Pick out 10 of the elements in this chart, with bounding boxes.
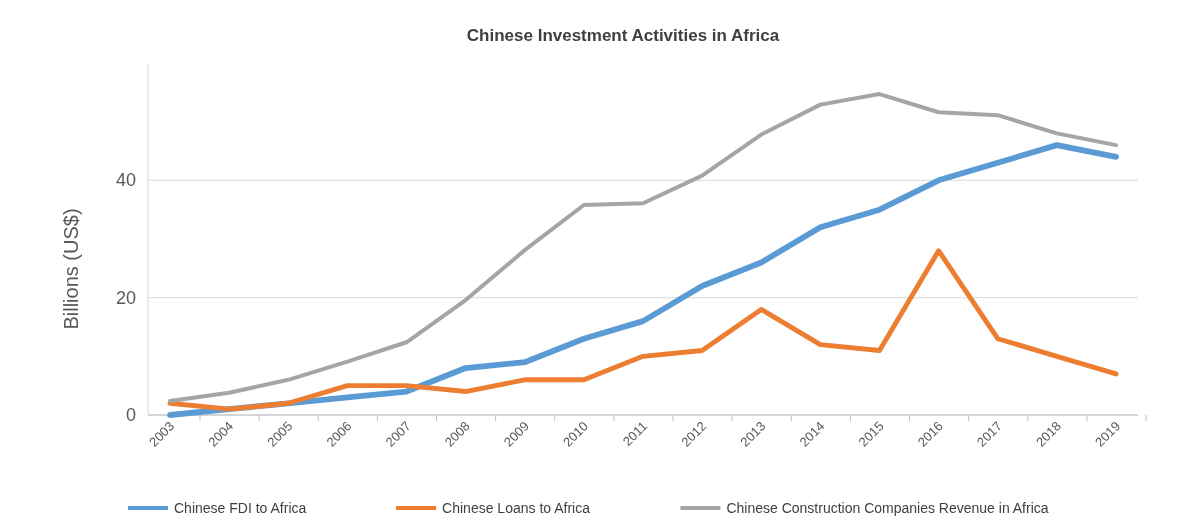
legend-label: Chinese Loans to Africa: [442, 500, 591, 516]
chart-title: Chinese Investment Activities in Africa: [466, 26, 780, 45]
y-axis-title: Billions (US$): [60, 208, 82, 330]
y-tick-label: 0: [125, 405, 136, 425]
y-tick-label: 40: [115, 170, 136, 191]
y-tick-label: 20: [115, 287, 136, 308]
legend-label: Chinese FDI to Africa: [174, 500, 307, 516]
line-series: [167, 248, 1119, 412]
line-series: [168, 92, 1118, 403]
legend-label: Chinese Construction Companies Revenue in Africa: [726, 500, 1049, 516]
